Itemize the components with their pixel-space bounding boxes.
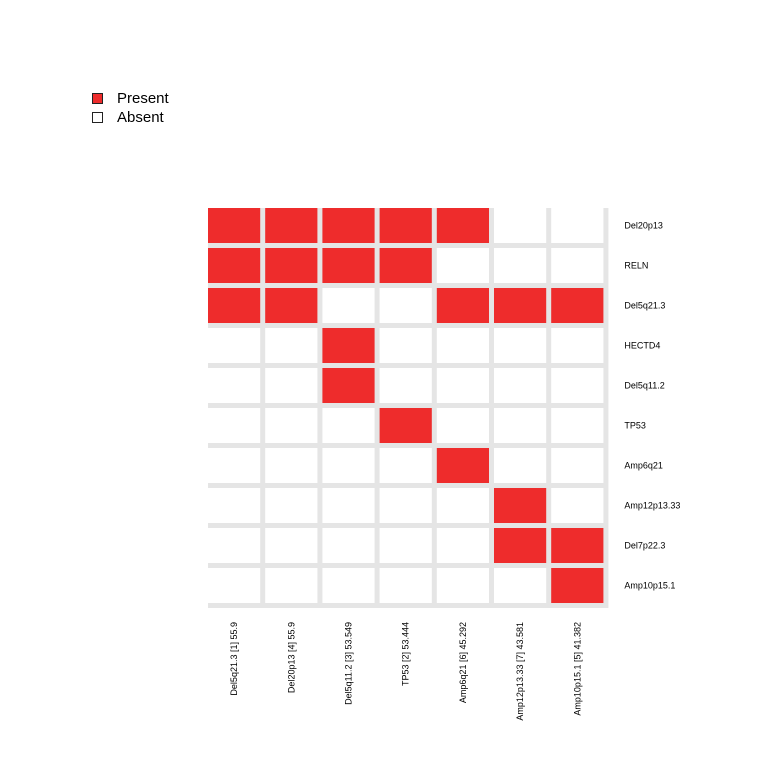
- heatmap-cell-hectd4-col-5: [436, 328, 489, 363]
- row-label: Del7p22.3: [624, 541, 665, 551]
- heatmap-cell-hectd4-col-1: [208, 328, 261, 363]
- row-label: Amp6q21: [624, 461, 663, 471]
- heatmap-cell-del5q21-3-col-4: [379, 288, 432, 323]
- heatmap-cell-del5q21-3-col-2: [265, 288, 318, 323]
- heatmap-cell-amp10p15-1-col-5: [436, 568, 489, 603]
- heatmap-cell-amp10p15-1-col-2: [265, 568, 318, 603]
- heatmap-cell-del20p13-col-1: [208, 208, 261, 243]
- heatmap-cell-del7p22-3-col-4: [379, 528, 432, 563]
- heatmap-cell-tp53-col-2: [265, 408, 318, 443]
- heatmap-cell-amp12p13-33-col-2: [265, 488, 318, 523]
- legend-item-present: Present: [92, 89, 169, 108]
- heatmap-cell-del5q11-2-col-3: [322, 368, 375, 403]
- column-label: TP53 [2] 53.444: [401, 622, 411, 686]
- heatmap-cell-amp10p15-1-col-6: [494, 568, 547, 603]
- heatmap-cell-amp6q21-col-7: [551, 448, 604, 483]
- heatmap-cell-del5q21-3-col-7: [551, 288, 604, 323]
- row-label: TP53: [624, 421, 646, 431]
- heatmap-cell-del20p13-col-7: [551, 208, 604, 243]
- heatmap-cell-del5q11-2-col-6: [494, 368, 547, 403]
- heatmap-cell-del5q11-2-col-1: [208, 368, 261, 403]
- heatmap-cell-del7p22-3-col-7: [551, 528, 604, 563]
- heatmap-cell-hectd4-col-7: [551, 328, 604, 363]
- heatmap-cell-amp12p13-33-col-5: [436, 488, 489, 523]
- heatmap-cell-amp10p15-1-col-7: [551, 568, 604, 603]
- heatmap-cell-reln-col-4: [379, 248, 432, 283]
- heatmap-cell-amp12p13-33-col-4: [379, 488, 432, 523]
- column-label: Del5q21.3 [1] 55.9: [229, 622, 239, 696]
- heatmap-cell-del7p22-3-col-5: [436, 528, 489, 563]
- heatmap-cell-amp6q21-col-4: [379, 448, 432, 483]
- heatmap-cell-amp10p15-1-col-4: [379, 568, 432, 603]
- heatmap-cell-del7p22-3-col-1: [208, 528, 261, 563]
- heatmap-cell-amp12p13-33-col-7: [551, 488, 604, 523]
- row-label: Del20p13: [624, 221, 663, 231]
- heatmap-cell-amp12p13-33-col-1: [208, 488, 261, 523]
- row-label: RELN: [624, 261, 648, 271]
- heatmap-cell-amp6q21-col-1: [208, 448, 261, 483]
- heatmap-cell-reln-col-2: [265, 248, 318, 283]
- heatmap-cell-reln-col-5: [436, 248, 489, 283]
- heatmap-cell-del5q21-3-col-6: [494, 288, 547, 323]
- column-label: Del20p13 [4] 55.9: [286, 622, 296, 693]
- heatmap-cell-hectd4-col-6: [494, 328, 547, 363]
- column-label: Del5q11.2 [3] 53.549: [344, 622, 354, 705]
- heatmap-cell-del5q21-3-col-5: [436, 288, 489, 323]
- heatmap-cell-reln-col-7: [551, 248, 604, 283]
- heatmap-cell-amp6q21-col-2: [265, 448, 318, 483]
- legend-label-absent: Absent: [117, 109, 164, 126]
- heatmap-cell-del20p13-col-2: [265, 208, 318, 243]
- legend-item-absent: Absent: [92, 108, 169, 127]
- heatmap-cell-tp53-col-7: [551, 408, 604, 443]
- heatmap-cell-del20p13-col-5: [436, 208, 489, 243]
- heatmap-cell-amp12p13-33-col-6: [494, 488, 547, 523]
- heatmap-cell-del20p13-col-3: [322, 208, 375, 243]
- heatmap-cell-tp53-col-3: [322, 408, 375, 443]
- legend-swatch-present: [92, 93, 103, 104]
- column-label: Amp12p13.33 [7] 43.581: [515, 622, 525, 721]
- row-label: Del5q21.3: [624, 301, 665, 311]
- column-label: Amp6q21 [6] 45.292: [458, 622, 468, 703]
- heatmap-cell-amp10p15-1-col-1: [208, 568, 261, 603]
- heatmap-cell-amp6q21-col-6: [494, 448, 547, 483]
- row-label: Amp12p13.33: [624, 501, 680, 511]
- heatmap-cell-del5q11-2-col-4: [379, 368, 432, 403]
- row-label: HECTD4: [624, 341, 660, 351]
- heatmap-cell-amp10p15-1-col-3: [322, 568, 375, 603]
- heatmap-cell-hectd4-col-2: [265, 328, 318, 363]
- heatmap-cell-reln-col-1: [208, 248, 261, 283]
- heatmap-cell-reln-col-3: [322, 248, 375, 283]
- heatmap-cell-reln-col-6: [494, 248, 547, 283]
- legend: Present Absent: [92, 89, 169, 127]
- heatmap-cell-tp53-col-6: [494, 408, 547, 443]
- heatmap-cell-del7p22-3-col-2: [265, 528, 318, 563]
- column-label: Amp10p15.1 [5] 41.382: [572, 622, 582, 716]
- row-label: Amp10p15.1: [624, 581, 675, 591]
- heatmap-cell-amp6q21-col-3: [322, 448, 375, 483]
- heatmap-cell-del20p13-col-4: [379, 208, 432, 243]
- row-label: Del5q11.2: [624, 381, 664, 391]
- heatmap-cell-del5q11-2-col-2: [265, 368, 318, 403]
- heatmap-cell-del5q21-3-col-3: [322, 288, 375, 323]
- heatmap-cell-del5q11-2-col-7: [551, 368, 604, 403]
- legend-label-present: Present: [117, 90, 169, 107]
- heatmap-cell-del7p22-3-col-3: [322, 528, 375, 563]
- heatmap-cell-del5q21-3-col-1: [208, 288, 261, 323]
- heatmap-cell-del20p13-col-6: [494, 208, 547, 243]
- legend-swatch-absent: [92, 112, 103, 123]
- heatmap-cell-hectd4-col-4: [379, 328, 432, 363]
- heatmap-cell-amp6q21-col-5: [436, 448, 489, 483]
- heatmap-cell-tp53-col-5: [436, 408, 489, 443]
- heatmap-cell-hectd4-col-3: [322, 328, 375, 363]
- heatmap-cell-del5q11-2-col-5: [436, 368, 489, 403]
- heatmap-cell-tp53-col-1: [208, 408, 261, 443]
- heatmap-cell-tp53-col-4: [379, 408, 432, 443]
- heatmap-cell-amp12p13-33-col-3: [322, 488, 375, 523]
- heatmap-cell-del7p22-3-col-6: [494, 528, 547, 563]
